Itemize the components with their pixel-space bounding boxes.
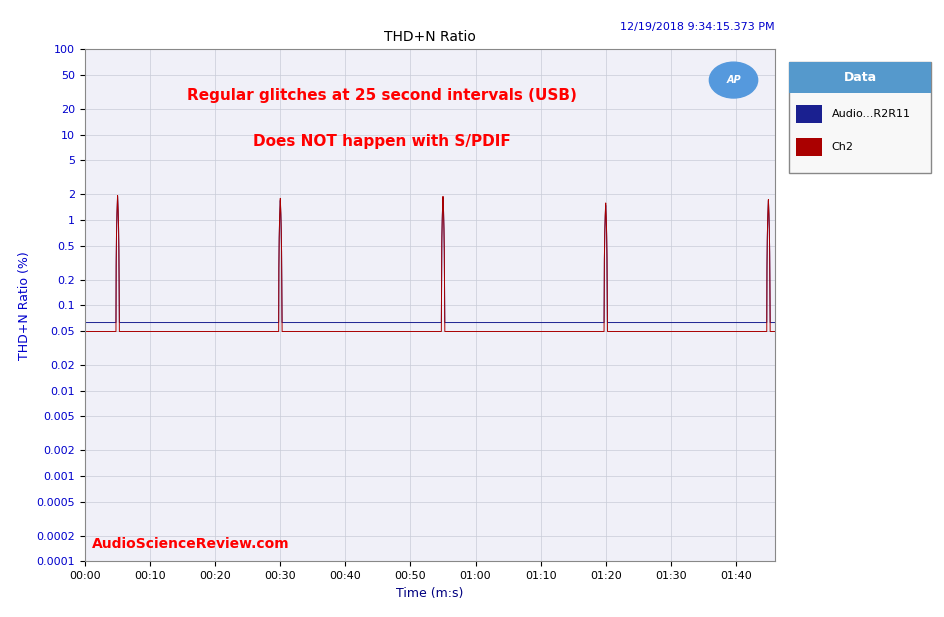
Audio...R2R11 — [405, 319, 416, 326]
Ch2 — [768, 328, 780, 335]
Title: THD+N Ratio: THD+N Ratio — [383, 30, 476, 44]
Ch2 — [405, 328, 416, 335]
Text: Does NOT happen with S/PDIF: Does NOT happen with S/PDIF — [253, 134, 510, 149]
Audio...R2R11 — [79, 319, 91, 326]
Ch2 — [522, 328, 533, 335]
Text: AudioScienceReview.com: AudioScienceReview.com — [92, 537, 289, 551]
Audio...R2R11 — [522, 319, 533, 326]
Ch2 — [111, 192, 123, 199]
X-axis label: Time (m:s): Time (m:s) — [396, 587, 464, 600]
Ch2 — [573, 328, 584, 335]
Ch2 — [79, 328, 91, 335]
Line: Audio...R2R11: Audio...R2R11 — [85, 197, 774, 323]
Ch2 — [724, 328, 735, 335]
Ch2 — [497, 328, 508, 335]
Line: Ch2: Ch2 — [85, 196, 774, 331]
Y-axis label: THD+N Ratio (%): THD+N Ratio (%) — [18, 251, 31, 360]
Text: Audio...R2R11: Audio...R2R11 — [831, 109, 910, 119]
Audio...R2R11 — [251, 319, 262, 326]
FancyBboxPatch shape — [788, 62, 930, 173]
Text: AP: AP — [725, 75, 740, 85]
Text: Ch2: Ch2 — [831, 142, 852, 152]
Audio...R2R11 — [497, 319, 508, 326]
Bar — [788, 62, 930, 93]
Audio...R2R11 — [724, 319, 735, 326]
Audio...R2R11 — [768, 319, 780, 326]
Ch2 — [251, 328, 262, 335]
Text: Regular glitches at 25 second intervals (USB): Regular glitches at 25 second intervals … — [187, 88, 576, 103]
Audio...R2R11 — [573, 319, 584, 326]
Text: Data: Data — [842, 71, 876, 84]
Bar — [795, 138, 820, 156]
Text: 12/19/2018 9:34:15.373 PM: 12/19/2018 9:34:15.373 PM — [619, 22, 774, 31]
Bar — [795, 105, 820, 123]
Audio...R2R11 — [111, 193, 123, 201]
Circle shape — [709, 62, 757, 98]
